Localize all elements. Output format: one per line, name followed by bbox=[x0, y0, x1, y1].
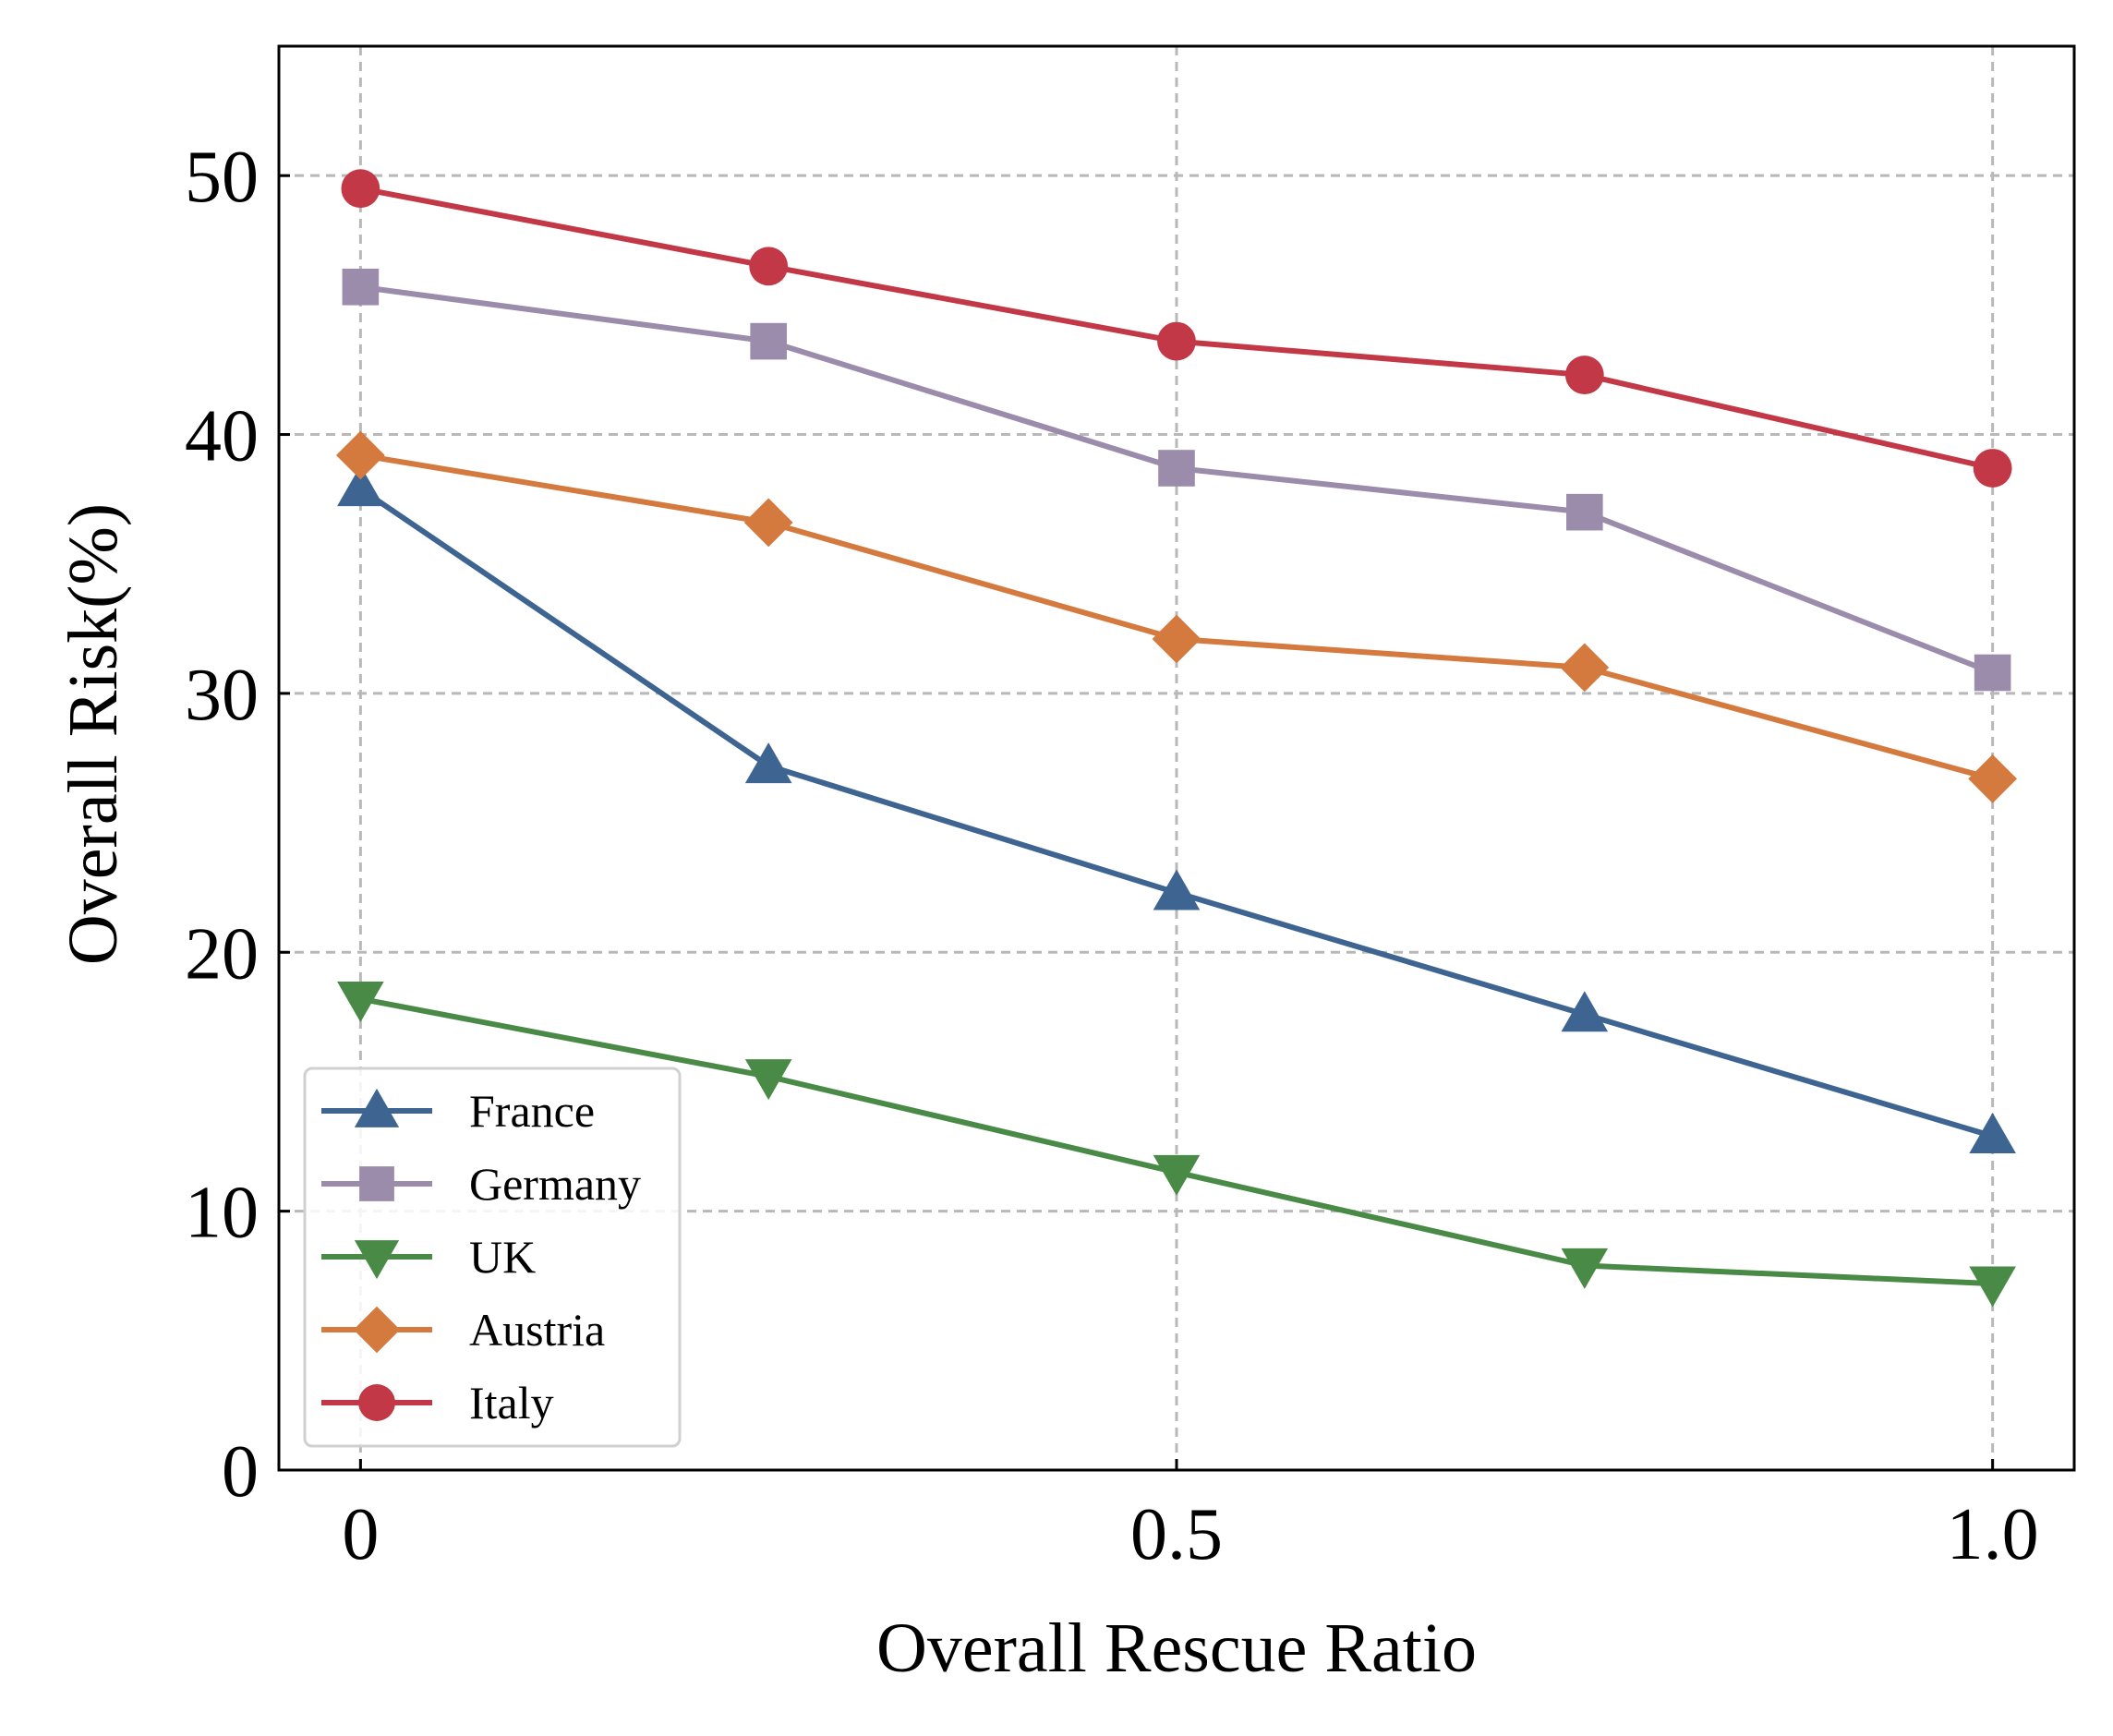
data-point-austria bbox=[1560, 643, 1610, 693]
data-point-italy bbox=[1157, 321, 1196, 361]
axis-ticks: 0 0.5 1.0 0 10 20 30 40 50 bbox=[185, 137, 2039, 1575]
legend-marker-italy bbox=[358, 1384, 395, 1421]
legend-label-austria: Austria bbox=[469, 1304, 605, 1356]
series-germany bbox=[342, 268, 2011, 692]
legend-box bbox=[303, 1067, 682, 1448]
legend-item-germany: Germany bbox=[321, 1158, 641, 1210]
legend-marker-uk bbox=[354, 1240, 400, 1280]
x-tick-label: 0.5 bbox=[1130, 1494, 1223, 1575]
y-tick-label: 30 bbox=[185, 655, 259, 736]
series-uk bbox=[337, 982, 2016, 1308]
series-austria bbox=[335, 430, 2018, 803]
y-tick-label: 50 bbox=[185, 137, 259, 218]
legend-marker-france bbox=[354, 1088, 400, 1127]
data-point-austria bbox=[335, 430, 385, 480]
legend: France Germany UK Austria Italy bbox=[303, 1067, 682, 1448]
data-point-austria bbox=[743, 498, 793, 548]
legend-item-uk: UK bbox=[321, 1231, 536, 1283]
y-axis-label: Overall Risk(%) bbox=[54, 503, 132, 965]
data-point-italy bbox=[341, 169, 380, 209]
x-axis-label: Overall Rescue Ratio bbox=[876, 1609, 1477, 1687]
data-point-uk bbox=[1969, 1266, 2016, 1308]
data-point-austria bbox=[1152, 614, 1201, 664]
legend-item-austria: Austria bbox=[321, 1304, 605, 1356]
legend-item-france: France bbox=[321, 1085, 595, 1137]
legend-item-italy: Italy bbox=[321, 1377, 554, 1429]
data-point-france bbox=[1153, 869, 1201, 910]
legend-label-france: France bbox=[469, 1085, 595, 1137]
x-tick-label: 0 bbox=[342, 1494, 379, 1575]
data-point-france bbox=[1561, 991, 1609, 1032]
data-point-germany bbox=[750, 322, 787, 360]
legend-label-uk: UK bbox=[469, 1231, 536, 1283]
series-layer bbox=[335, 169, 2018, 1308]
data-point-france bbox=[1969, 1113, 2016, 1154]
data-point-germany bbox=[342, 268, 380, 306]
y-tick-label: 20 bbox=[185, 913, 259, 995]
legend-marker-germany bbox=[359, 1166, 394, 1201]
data-point-germany bbox=[1974, 654, 2011, 692]
data-point-germany bbox=[1566, 493, 1603, 531]
data-point-uk bbox=[1153, 1154, 1201, 1196]
data-point-france bbox=[744, 742, 792, 784]
legend-label-germany: Germany bbox=[469, 1158, 641, 1210]
x-tick-label: 1.0 bbox=[1947, 1494, 2039, 1575]
y-tick-label: 0 bbox=[222, 1431, 259, 1513]
data-point-italy bbox=[749, 247, 789, 286]
y-tick-label: 10 bbox=[185, 1173, 259, 1254]
series-france bbox=[337, 465, 2016, 1154]
data-point-france bbox=[337, 465, 384, 507]
data-point-italy bbox=[1973, 449, 2012, 488]
series-italy bbox=[341, 169, 2012, 488]
data-point-germany bbox=[1158, 450, 1195, 487]
data-point-uk bbox=[1561, 1248, 1609, 1289]
data-point-italy bbox=[1564, 356, 1604, 394]
legend-label-italy: Italy bbox=[469, 1377, 554, 1429]
data-point-uk bbox=[744, 1059, 792, 1101]
y-tick-label: 40 bbox=[185, 396, 259, 477]
legend-marker-austria bbox=[353, 1306, 401, 1354]
data-point-austria bbox=[1968, 754, 2018, 803]
data-point-uk bbox=[337, 982, 384, 1023]
